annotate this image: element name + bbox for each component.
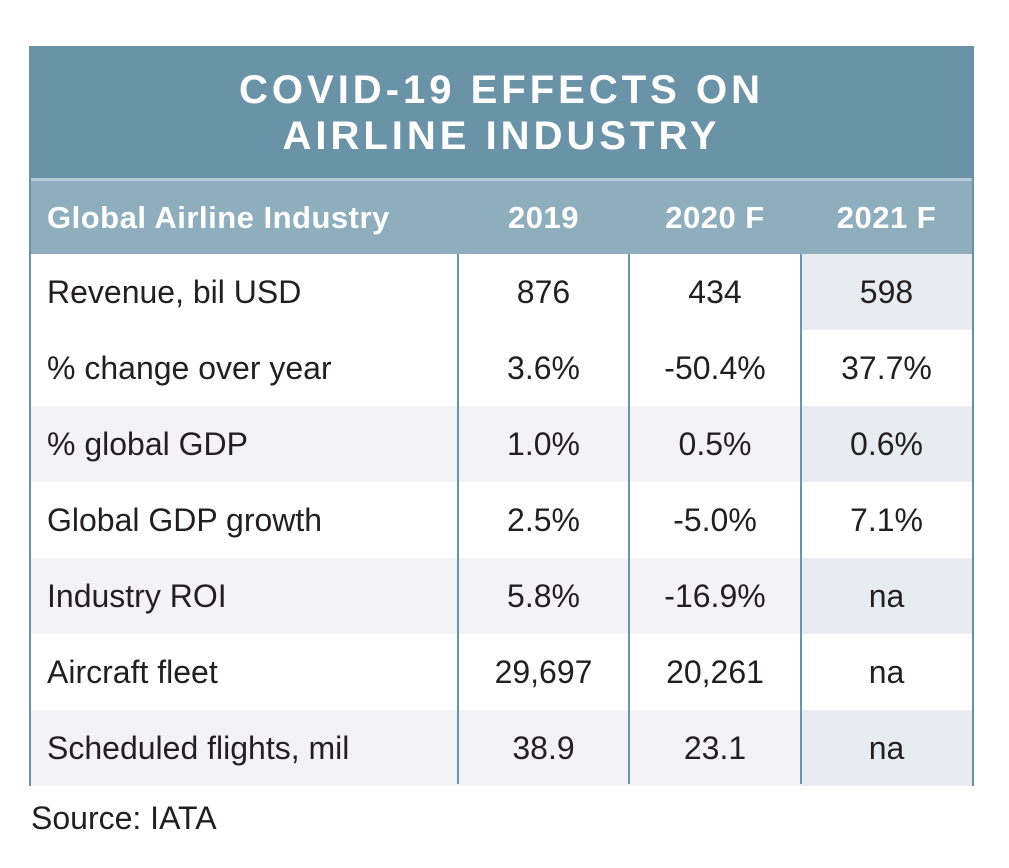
cell-2020f: -16.9%	[629, 558, 801, 634]
row-label: Industry ROI	[31, 558, 458, 634]
table-row: Scheduled flights, mil 38.9 23.1 na	[31, 710, 972, 786]
cell-2020f: 434	[688, 273, 742, 310]
table-frame: COVID-19 EFFECTS ON AIRLINE INDUSTRY Glo…	[29, 46, 974, 786]
row-label: % change over year	[47, 349, 332, 386]
column-divider	[628, 254, 630, 784]
table-row: Global GDP growth 2.5% -5.0% 7.1%	[31, 482, 972, 558]
cell-2021f: 7.1%	[801, 482, 972, 558]
table-body: Revenue, bil USD 876 434 598 % change ov…	[31, 254, 972, 786]
table-row: % change over year 3.6% -50.4% 37.7%	[31, 330, 972, 406]
column-header-2020f: 2020 F	[665, 199, 765, 235]
row-label: Revenue, bil USD	[47, 273, 302, 310]
column-divider	[457, 254, 459, 784]
cell-2019: 29,697	[494, 653, 593, 690]
table-row: % global GDP 1.0% 0.5% 0.6%	[31, 406, 972, 482]
column-header-2019: 2019	[508, 199, 579, 235]
cell-2020f: 0.5%	[629, 406, 801, 482]
cell-2019: 38.9	[458, 710, 629, 786]
source-note: Source: IATA	[31, 800, 217, 836]
cell-2020f: 20,261	[666, 653, 764, 690]
cell-2020f: -5.0%	[673, 501, 757, 538]
cell-2019: 3.6%	[507, 349, 580, 386]
cell-2021f: 37.7%	[801, 330, 972, 406]
row-label: % global GDP	[31, 406, 458, 482]
column-header-2021f: 2021 F	[836, 199, 937, 235]
row-label: Scheduled flights, mil	[31, 710, 458, 786]
column-divider	[800, 254, 802, 784]
cell-2021f: 598	[801, 254, 972, 330]
cell-2021f: na	[801, 710, 972, 786]
cell-2019: 876	[516, 273, 571, 310]
row-label: Aircraft fleet	[47, 653, 218, 690]
row-label: Global GDP growth	[47, 501, 323, 538]
cell-2021f: na	[801, 634, 972, 710]
cell-2019: 5.8%	[458, 558, 629, 634]
title-band: COVID-19 EFFECTS ON AIRLINE INDUSTRY	[31, 48, 972, 178]
table-title: COVID-19 EFFECTS ON AIRLINE INDUSTRY	[239, 68, 764, 158]
table-row: Aircraft fleet 29,697 20,261 na	[31, 634, 972, 710]
cell-2019: 2.5%	[507, 501, 580, 538]
header-row: Global Airline Industry 2019 2020 F 2021…	[31, 178, 972, 254]
cell-2021f: na	[801, 558, 972, 634]
column-header-metric: Global Airline Industry	[47, 199, 390, 235]
cell-2019: 1.0%	[458, 406, 629, 482]
table-row: Revenue, bil USD 876 434 598	[31, 254, 972, 330]
cell-2020f: -50.4%	[664, 349, 766, 386]
cell-2020f: 23.1	[629, 710, 801, 786]
table-row: Industry ROI 5.8% -16.9% na	[31, 558, 972, 634]
cell-2021f: 0.6%	[801, 406, 972, 482]
